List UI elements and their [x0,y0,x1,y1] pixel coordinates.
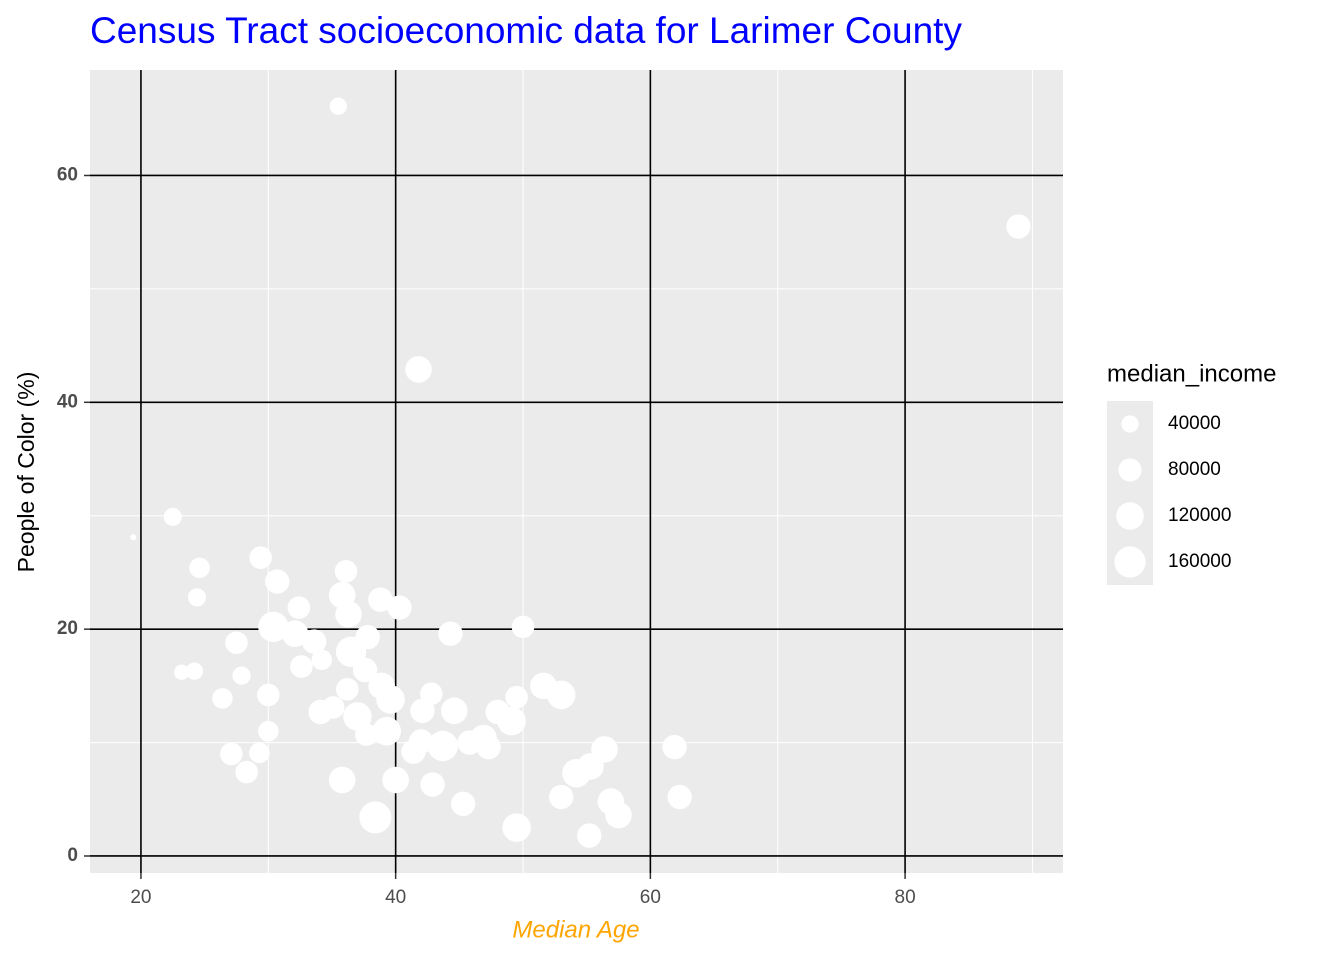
point [328,766,356,794]
legend-key [1114,546,1146,578]
point [329,97,347,115]
x-tick-label: 40 [385,887,406,908]
y-tick-label: 60 [57,164,78,185]
point [577,823,602,848]
point [189,557,210,579]
legend-label: 40000 [1168,413,1221,434]
point [387,595,412,620]
y-tick-label: 40 [57,391,78,412]
point [511,615,535,639]
point [382,766,409,794]
x-tick-label: 60 [640,887,661,908]
point [321,696,345,719]
point [440,697,468,725]
legend-title: median_income [1107,360,1276,387]
point [359,801,392,834]
point [549,784,574,810]
legend-label: 80000 [1168,459,1221,480]
point [450,791,476,817]
point [401,739,426,764]
point [427,730,458,762]
point [235,760,258,784]
point [287,596,311,619]
point [212,688,233,709]
legend-key [1121,415,1139,433]
point [258,611,289,643]
point [311,649,333,671]
point [281,620,309,647]
legend-label: 120000 [1168,505,1231,526]
point [502,813,531,842]
point [355,723,378,746]
point [372,716,401,746]
point [257,683,280,707]
point [185,662,204,680]
point [301,629,327,654]
point [225,631,248,655]
point [667,784,692,810]
chart-title: Census Tract socioeconomic data for Lari… [90,10,962,51]
point [546,680,576,710]
point [249,546,272,569]
point [368,587,393,612]
panel [90,70,1063,873]
point [220,742,243,766]
point [605,801,632,829]
point [335,677,359,701]
point [438,621,463,646]
point [130,534,137,541]
y-tick-label: 20 [57,618,78,639]
legend-key [1118,458,1142,482]
x-tick-label: 80 [895,887,916,908]
legend-label: 160000 [1168,551,1231,572]
point [420,772,445,797]
point [335,601,362,628]
point [562,758,591,788]
point [352,657,378,683]
point [335,636,367,667]
point [163,507,182,526]
point [505,685,528,709]
y-axis-label: People of Color (%) [13,372,39,573]
point [376,685,405,714]
point [265,569,290,594]
point [410,698,435,724]
point [405,356,432,383]
point [290,655,313,678]
point [249,742,270,764]
x-tick-label: 20 [130,887,151,908]
point [334,560,358,583]
point [187,588,207,607]
y-tick-label: 0 [67,845,78,866]
legend-key [1116,502,1144,530]
point [662,734,687,760]
point [258,720,279,742]
point [476,734,501,760]
point [174,664,190,680]
x-axis-label: Median Age [512,916,639,943]
point [232,666,251,685]
point [1006,214,1031,239]
point [497,706,526,736]
